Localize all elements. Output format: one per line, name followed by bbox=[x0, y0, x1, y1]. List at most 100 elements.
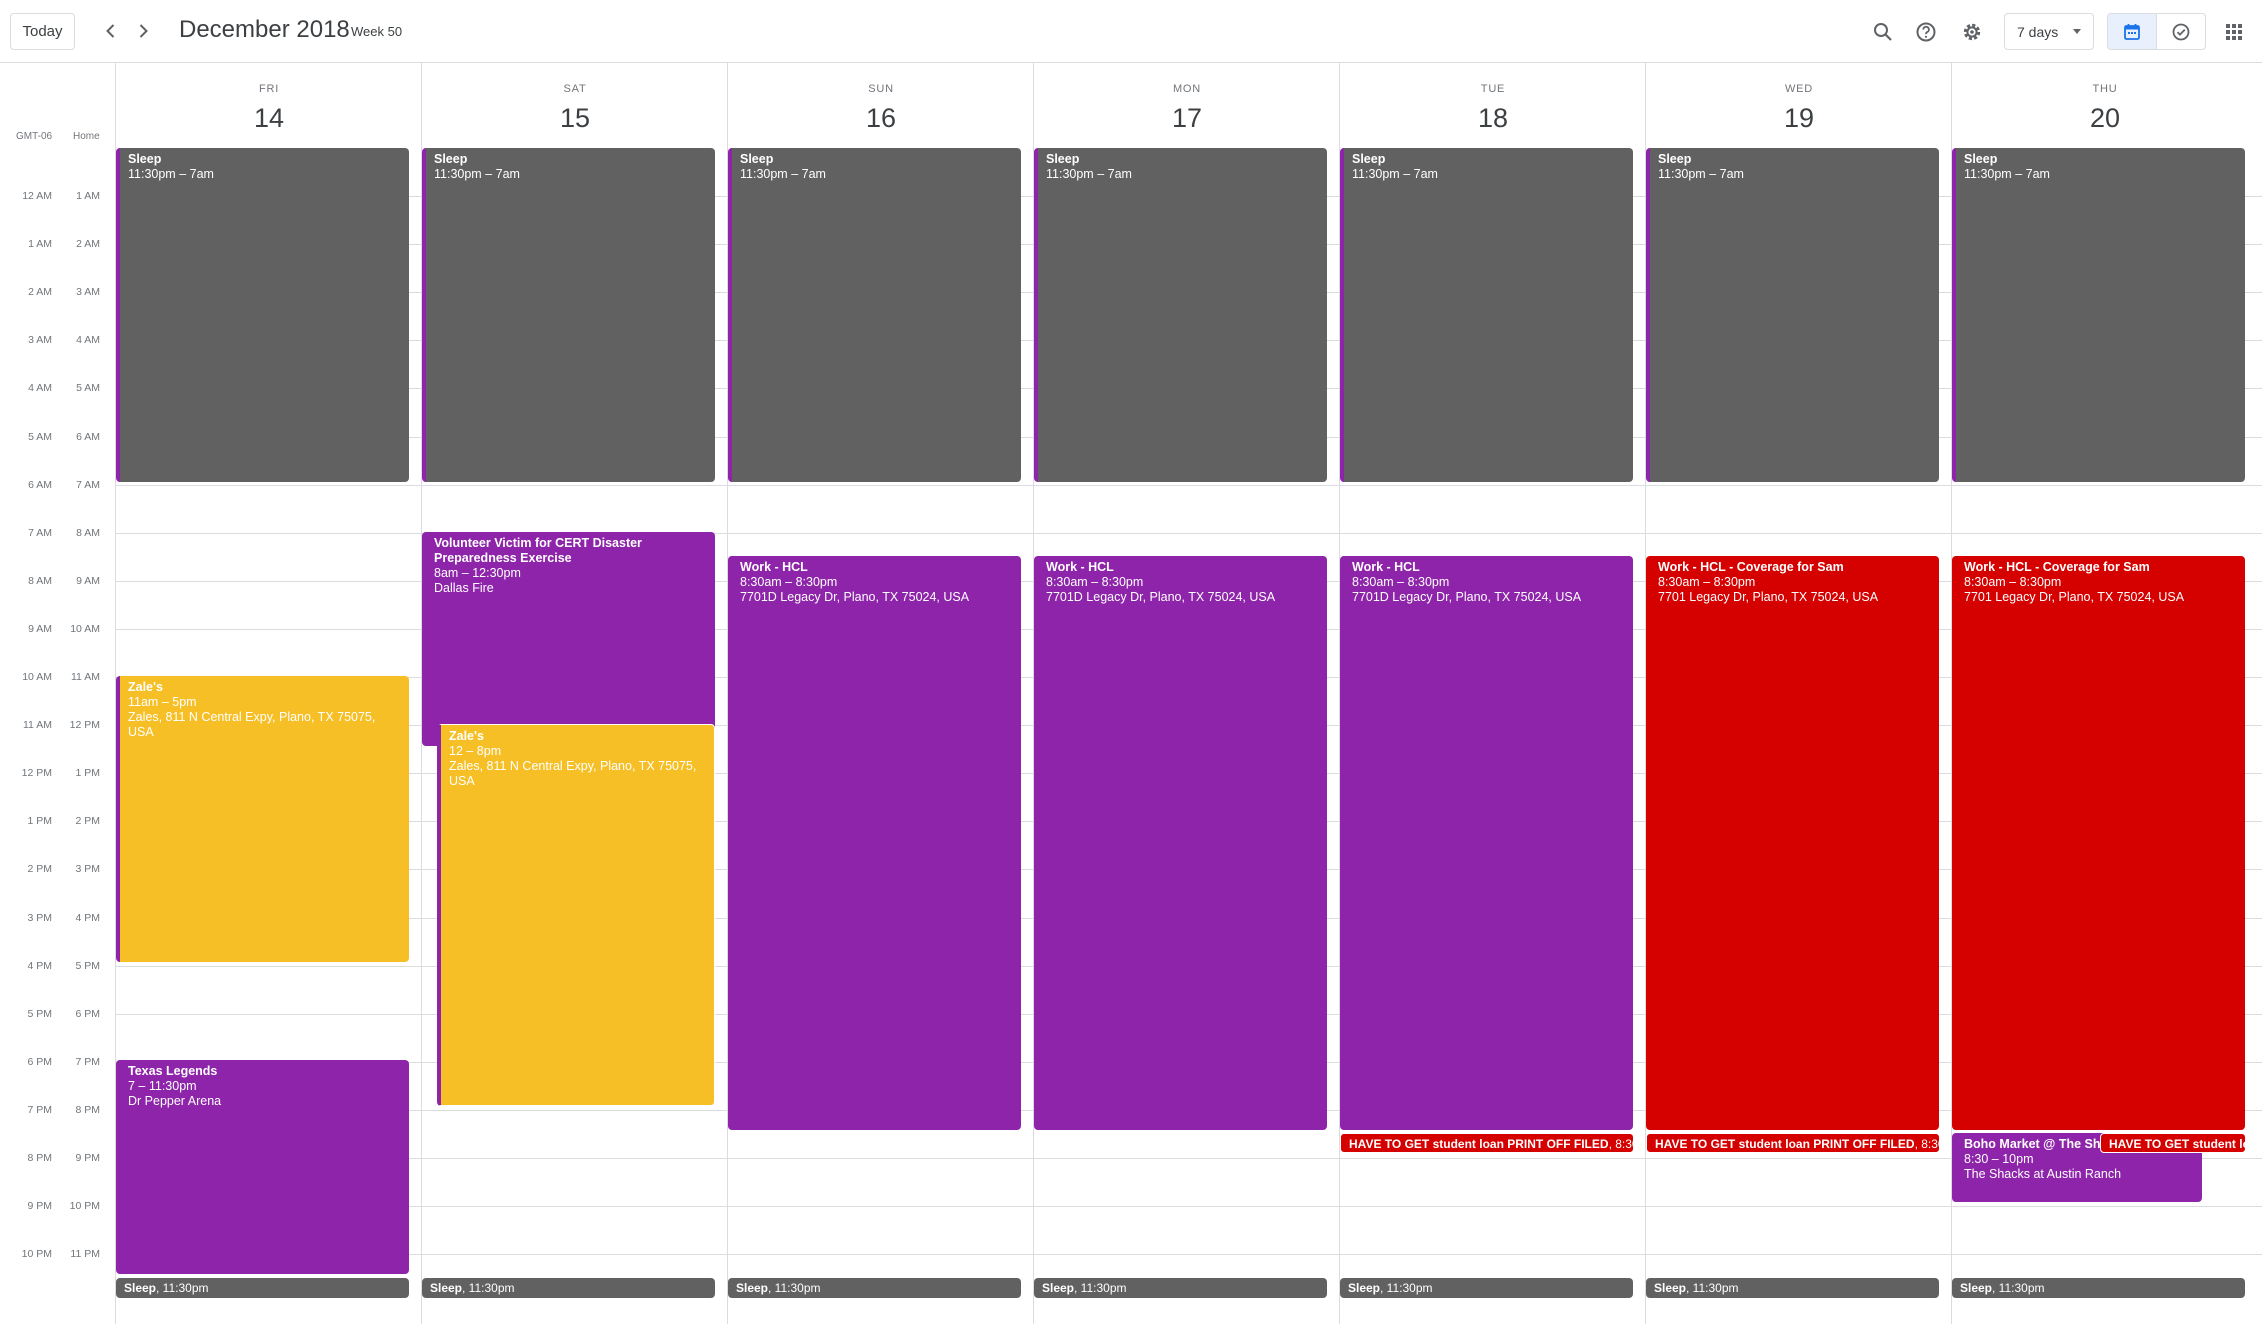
hour-label-primary: 7 PM bbox=[27, 1104, 52, 1116]
day-header-fri[interactable]: FRI 14 bbox=[116, 63, 422, 145]
event-title: Texas Legends bbox=[128, 1064, 218, 1078]
event-texas-legends[interactable]: Texas Legends 7 – 11:30pm Dr Pepper Arena bbox=[116, 1060, 409, 1274]
hour-label-primary: 1 AM bbox=[28, 238, 52, 250]
event-title: Sleep bbox=[430, 1281, 463, 1295]
event-title: Sleep bbox=[1960, 1281, 1993, 1295]
hour-label-secondary: 4 PM bbox=[75, 912, 100, 924]
hour-label-secondary: 1 PM bbox=[75, 767, 100, 779]
day-number[interactable]: 16 bbox=[865, 103, 897, 133]
primary-timezone-label: GMT-06 bbox=[16, 131, 53, 142]
event-sleep-next[interactable]: Sleep, 11:30pm bbox=[1034, 1278, 1327, 1298]
day-number[interactable]: 18 bbox=[1477, 103, 1509, 133]
event-location: 7701 Legacy Dr, Plano, TX 75024, USA bbox=[1658, 590, 1879, 604]
hour-label-secondary: 5 PM bbox=[75, 960, 100, 972]
day-of-week: FRI bbox=[258, 83, 280, 95]
day-number[interactable]: 19 bbox=[1783, 103, 1815, 133]
event-sleep[interactable]: Sleep 11:30pm – 7am bbox=[1340, 148, 1633, 482]
next-week-button[interactable] bbox=[126, 14, 160, 48]
event-time: 8:30 – 10pm bbox=[1964, 1152, 2034, 1166]
event-time: 12 – 8pm bbox=[449, 744, 502, 758]
event-sleep[interactable]: Sleep 11:30pm – 7am bbox=[1034, 148, 1327, 482]
day-header-tue[interactable]: TUE 18 bbox=[1340, 63, 1646, 145]
event-sleep[interactable]: Sleep 11:30pm – 7am bbox=[116, 148, 409, 482]
event-title: Sleep bbox=[1046, 152, 1080, 166]
chevron-left-icon bbox=[106, 24, 115, 38]
day-number[interactable]: 20 bbox=[2089, 103, 2121, 133]
day-column-divider bbox=[727, 63, 728, 1324]
event-time: , 11:30pm bbox=[1074, 1281, 1127, 1295]
event-title: Boho Market @ The Shac bbox=[1964, 1137, 2115, 1151]
event-zales[interactable]: Zale's 11am – 5pm Zales, 811 N Central Exp… bbox=[116, 676, 409, 962]
event-zales[interactable]: Zale's 12 – 8pm Zales, 811 N Central Expy,… bbox=[437, 724, 715, 1106]
event-volunteer-cert[interactable]: Volunteer Victim for CERT Disaster Prepa… bbox=[422, 532, 715, 746]
search-button[interactable] bbox=[1864, 13, 1902, 51]
event-sleep[interactable]: Sleep 11:30pm – 7am bbox=[422, 148, 715, 482]
hour-label-secondary: 6 AM bbox=[76, 431, 100, 443]
event-sleep-next[interactable]: Sleep, 11:30pm bbox=[1646, 1278, 1939, 1298]
event-title: Zale's bbox=[128, 680, 163, 694]
hour-label-primary: 4 PM bbox=[27, 960, 52, 972]
calendar-view-button[interactable] bbox=[2108, 14, 2157, 49]
event-sleep-next[interactable]: Sleep, 11:30pm bbox=[1340, 1278, 1633, 1298]
event-work-hcl-coverage[interactable]: Work - HCL - Coverage for Sam 8:30am – 8:… bbox=[1952, 556, 2245, 1130]
event-location: The Shacks at Austin Ranch bbox=[1964, 1167, 2122, 1181]
event-time: , 11:30pm bbox=[768, 1281, 821, 1295]
tasks-view-button[interactable] bbox=[2157, 14, 2205, 49]
settings-button[interactable] bbox=[1953, 13, 1991, 51]
day-header-thu[interactable]: THU 20 bbox=[1952, 63, 2258, 145]
hour-label-primary: 9 PM bbox=[27, 1200, 52, 1212]
event-time: , 11:30pm bbox=[462, 1281, 515, 1295]
hour-label-secondary: 10 PM bbox=[69, 1200, 100, 1212]
event-sleep-next[interactable]: Sleep, 11:30pm bbox=[116, 1278, 409, 1298]
day-column-divider bbox=[1951, 63, 1952, 1324]
today-button[interactable]: Today bbox=[10, 13, 75, 50]
hour-label-primary: 11 AM bbox=[23, 719, 52, 731]
day-header-mon[interactable]: MON 17 bbox=[1034, 63, 1340, 145]
event-work-hcl-coverage[interactable]: Work - HCL - Coverage for Sam 8:30am – 8:… bbox=[1646, 556, 1939, 1130]
event-title: HAVE TO GET student loan PRINT OFF FILED bbox=[1349, 1137, 1609, 1151]
event-work-hcl[interactable]: Work - HCL 8:30am – 8:30pm 7701D Legacy Dr… bbox=[728, 556, 1021, 1130]
hour-label-primary: 10 AM bbox=[22, 671, 52, 683]
event-time: 8am – 12:30pm bbox=[434, 566, 521, 580]
event-title: Work - HCL bbox=[740, 560, 808, 574]
day-column-divider bbox=[1339, 63, 1340, 1324]
event-work-hcl[interactable]: Work - HCL 8:30am – 8:30pm 7701D Legacy Dr… bbox=[1034, 556, 1327, 1130]
hour-label-primary: 1 PM bbox=[27, 815, 52, 827]
hour-label-secondary: 9 PM bbox=[75, 1152, 100, 1164]
event-time: 11:30pm – 7am bbox=[1658, 167, 1744, 181]
event-sleep-next[interactable]: Sleep, 11:30pm bbox=[422, 1278, 715, 1298]
event-sleep[interactable]: Sleep 11:30pm – 7am bbox=[728, 148, 1021, 482]
event-student-loan[interactable]: HAVE TO GET student loan PRINT OFF FILED… bbox=[1646, 1133, 1940, 1153]
event-sleep[interactable]: Sleep 11:30pm – 7am bbox=[1646, 148, 1939, 482]
event-sleep[interactable]: Sleep 11:30pm – 7am bbox=[1952, 148, 2245, 482]
day-number[interactable]: 17 bbox=[1171, 103, 1203, 133]
task-check-icon bbox=[2172, 23, 2190, 40]
hour-label-secondary: 3 AM bbox=[76, 286, 100, 298]
event-time: , 11:30pm bbox=[1380, 1281, 1433, 1295]
event-sleep-next[interactable]: Sleep, 11:30pm bbox=[1952, 1278, 2245, 1298]
day-number[interactable]: 14 bbox=[253, 103, 285, 133]
day-header-sat[interactable]: SAT 15 bbox=[422, 63, 728, 145]
apps-button[interactable] bbox=[2215, 13, 2253, 51]
event-student-loan[interactable]: HAVE TO GET student loa bbox=[2100, 1133, 2246, 1153]
event-time: 11:30pm – 7am bbox=[1964, 167, 2050, 181]
day-header-wed[interactable]: WED 19 bbox=[1646, 63, 1952, 145]
event-title: Work - HCL bbox=[1352, 560, 1420, 574]
previous-week-button[interactable] bbox=[94, 14, 128, 48]
event-location: Dallas Fire bbox=[434, 581, 494, 595]
day-header-sun[interactable]: SUN 16 bbox=[728, 63, 1034, 145]
help-button[interactable] bbox=[1907, 13, 1945, 51]
dropdown-caret-icon bbox=[2073, 29, 2081, 34]
event-location: Zales, 811 N Central Expy, Plano, TX 750… bbox=[449, 759, 697, 788]
hour-label-primary: 10 PM bbox=[21, 1248, 52, 1260]
day-number[interactable]: 15 bbox=[559, 103, 591, 133]
event-work-hcl[interactable]: Work - HCL 8:30am – 8:30pm 7701D Legacy Dr… bbox=[1340, 556, 1633, 1130]
hour-label-secondary: 2 AM bbox=[76, 238, 100, 250]
event-student-loan[interactable]: HAVE TO GET student loan PRINT OFF FILED… bbox=[1340, 1133, 1634, 1153]
hour-label-secondary: 9 AM bbox=[76, 575, 100, 587]
event-sleep-next[interactable]: Sleep, 11:30pm bbox=[728, 1278, 1021, 1298]
view-selector[interactable]: 7 days bbox=[2004, 13, 2094, 50]
hour-label-secondary: 11 PM bbox=[70, 1248, 100, 1260]
event-time: 7 – 11:30pm bbox=[128, 1079, 197, 1093]
day-column-divider bbox=[1645, 63, 1646, 1324]
